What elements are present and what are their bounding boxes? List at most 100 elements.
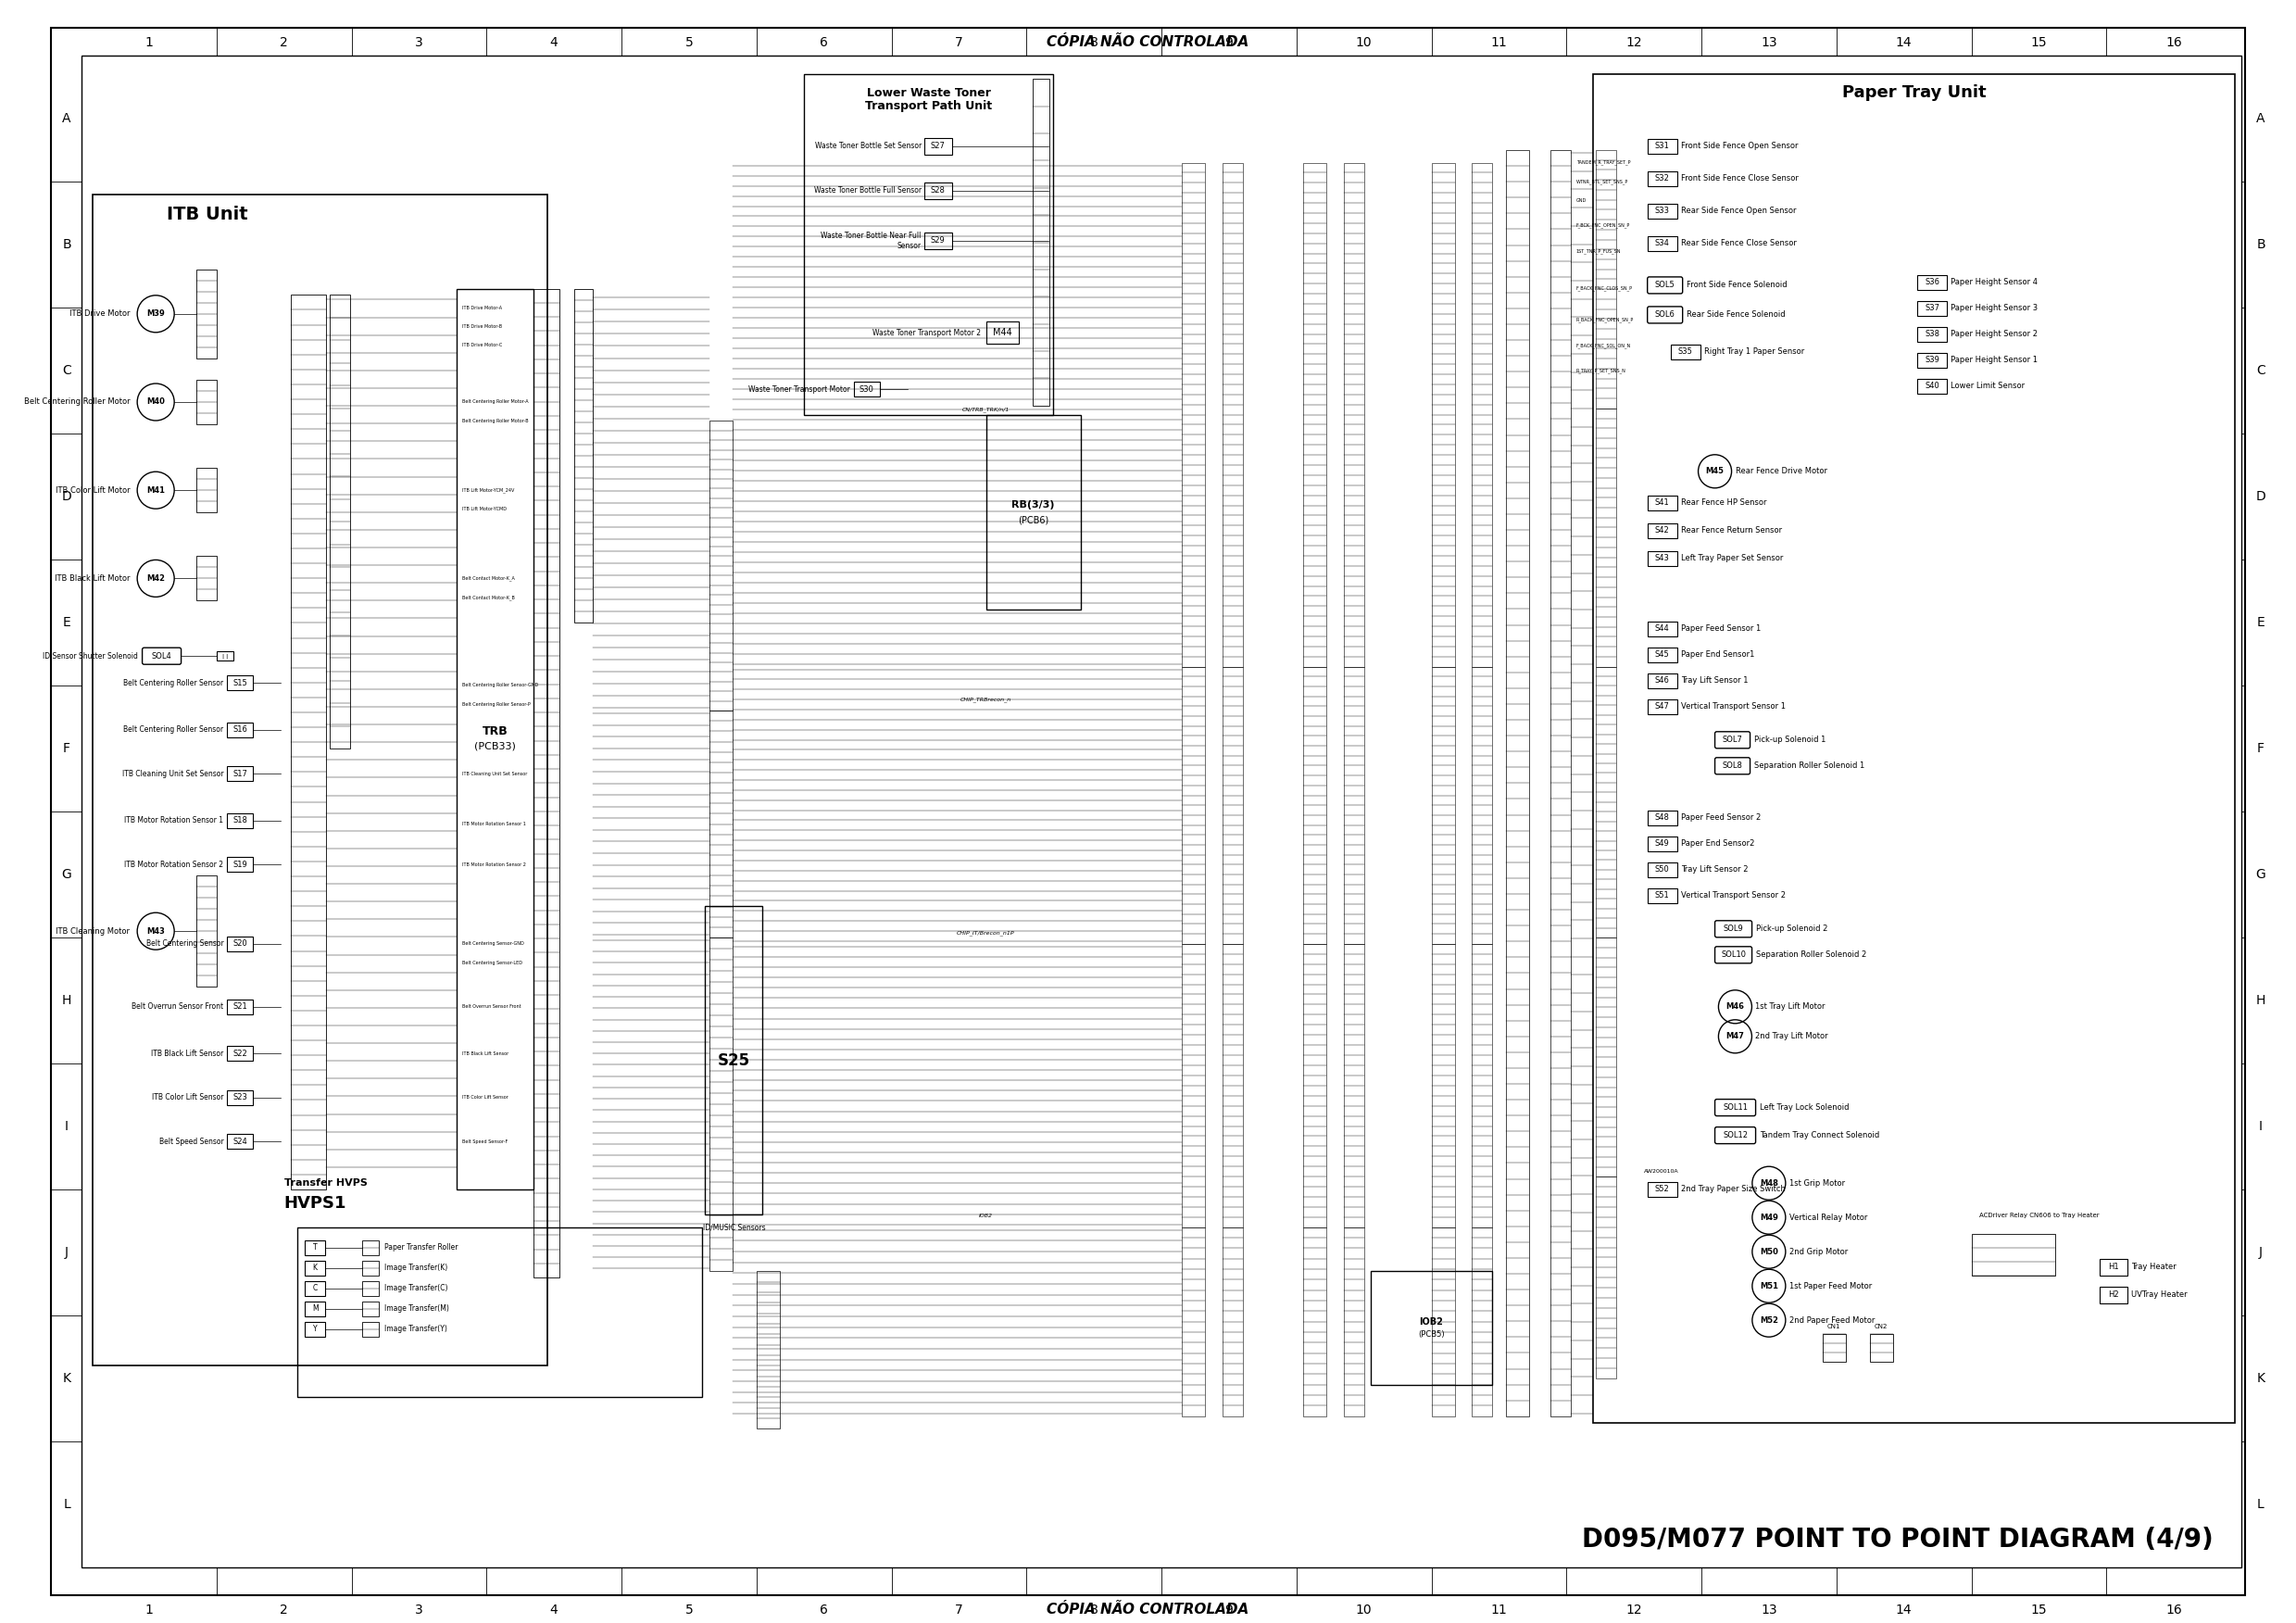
Text: K: K [62,1371,71,1384]
Text: 11: 11 [1490,1604,1506,1617]
Text: T: T [312,1243,317,1251]
Bar [985,414,1081,610]
Bar [1649,622,1676,636]
Text: S36: S36 [1924,278,1940,287]
Bar [292,295,326,1190]
Text: S16: S16 [232,725,248,734]
Text: S46: S46 [1655,677,1669,685]
Text: (PCB6): (PCB6) [1017,514,1049,524]
Bar [227,722,253,737]
Text: ITB Color Lift Motor: ITB Color Lift Motor [55,485,131,495]
Bar [1343,162,1364,667]
Bar [1371,1271,1492,1384]
Bar [1430,667,1456,945]
Bar [1649,888,1676,902]
Text: CN/TRB_TRK/n/1: CN/TRB_TRK/n/1 [962,407,1010,412]
Text: L: L [62,1498,71,1511]
Bar [227,766,253,781]
Text: SOL9: SOL9 [1724,925,1743,933]
Text: CN2: CN2 [1874,1324,1887,1329]
Bar [1221,1227,1242,1417]
Text: Paper Height Sensor 3: Paper Height Sensor 3 [1952,304,2039,313]
Text: M50: M50 [1759,1248,1777,1256]
Bar [305,1240,326,1255]
Text: S47: S47 [1655,703,1669,711]
Bar [709,420,732,711]
Text: 11: 11 [1490,36,1506,49]
Text: M42: M42 [147,575,165,583]
Text: D: D [62,490,71,503]
Text: TANDEM_R_TRAY_SET_P: TANDEM_R_TRAY_SET_P [1575,161,1630,166]
Text: S20: S20 [232,940,248,948]
Text: CÓPIA NÃO CONTROLADA: CÓPIA NÃO CONTROLADA [1047,1602,1249,1617]
Text: Image Transfer(K): Image Transfer(K) [383,1264,448,1272]
Bar [1649,810,1676,824]
Text: 5: 5 [684,1604,693,1617]
Text: M47: M47 [1727,1032,1745,1040]
Text: Separation Roller Solenoid 2: Separation Roller Solenoid 2 [1756,951,1867,959]
Bar [227,936,253,951]
Text: S25: S25 [719,1052,751,1068]
Text: ITB Unit: ITB Unit [165,206,248,224]
Text: S32: S32 [1655,175,1669,183]
Text: S22: S22 [232,1048,248,1058]
Text: ITB Black Lift Sensor: ITB Black Lift Sensor [152,1048,223,1058]
Text: Waste Toner Bottle Full Sensor: Waste Toner Bottle Full Sensor [813,187,921,195]
Text: M49: M49 [1759,1214,1777,1222]
Bar [227,813,253,828]
Text: Belt Centering Roller Sensor-P: Belt Centering Roller Sensor-P [461,703,530,706]
Text: Rear Side Fence Solenoid: Rear Side Fence Solenoid [1685,310,1784,320]
Text: Transfer HVPS: Transfer HVPS [285,1178,367,1188]
Text: SOL10: SOL10 [1722,951,1745,959]
Text: ITB Cleaning Unit Set Sensor: ITB Cleaning Unit Set Sensor [122,769,223,777]
Bar [1221,945,1242,1227]
Text: Paper End Sensor1: Paper End Sensor1 [1681,651,1754,659]
Text: 1: 1 [145,36,154,49]
Bar [985,321,1019,344]
Text: 2nd Tray Paper Size Switch: 2nd Tray Paper Size Switch [1681,1185,1786,1193]
Text: SOL12: SOL12 [1722,1131,1747,1139]
Text: M39: M39 [147,310,165,318]
Text: 2nd Tray Lift Motor: 2nd Tray Lift Motor [1756,1032,1828,1040]
Bar [363,1261,379,1276]
Text: K: K [312,1264,317,1272]
Bar [1033,80,1049,406]
Text: Vertical Relay Motor: Vertical Relay Motor [1789,1214,1867,1222]
Text: D: D [2257,490,2266,503]
Text: S29: S29 [930,237,946,245]
Bar [305,1302,326,1316]
Text: G: G [62,868,71,881]
Bar [363,1281,379,1295]
Text: Front Side Fence Solenoid: Front Side Fence Solenoid [1685,281,1786,289]
Bar [1972,1233,2055,1276]
Text: Left Tray Lock Solenoid: Left Tray Lock Solenoid [1759,1104,1848,1112]
Text: 7: 7 [955,36,962,49]
Text: IOB2: IOB2 [1419,1316,1444,1326]
Bar [1550,149,1570,1417]
Text: H2: H2 [2108,1290,2119,1298]
Text: Pick-up Solenoid 2: Pick-up Solenoid 2 [1756,925,1828,933]
Text: S50: S50 [1655,865,1669,873]
Text: E: E [62,617,71,630]
Bar [1182,667,1205,945]
Text: J: J [64,1246,69,1259]
Text: Front Side Fence Close Sensor: Front Side Fence Close Sensor [1681,175,1798,183]
Text: S45: S45 [1655,651,1669,659]
Bar [755,1271,781,1428]
Text: 15: 15 [2030,1604,2048,1617]
Text: 2nd Grip Motor: 2nd Grip Motor [1789,1248,1848,1256]
Bar [1649,674,1676,688]
Text: D095/M077 POINT TO POINT DIAGRAM (4/9): D095/M077 POINT TO POINT DIAGRAM (4/9) [1582,1527,2213,1553]
Bar [2099,1287,2128,1303]
Bar [1917,300,1947,316]
Text: 9: 9 [1224,36,1233,49]
Bar [227,1134,253,1149]
Text: 6: 6 [820,1604,829,1617]
Bar [1221,162,1242,667]
Bar [923,232,953,248]
Bar [1649,237,1676,252]
Text: 1st Tray Lift Motor: 1st Tray Lift Motor [1756,1003,1825,1011]
Bar [1596,667,1616,938]
Bar [1472,945,1492,1227]
Text: 14: 14 [1896,1604,1913,1617]
